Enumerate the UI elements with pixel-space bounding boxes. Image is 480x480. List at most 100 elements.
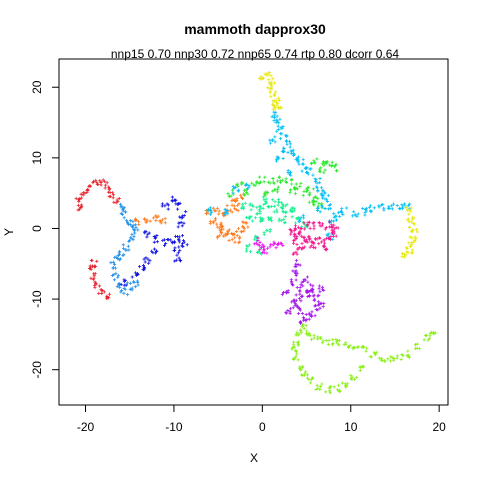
data-point	[89, 271, 97, 282]
series-3	[119, 195, 189, 287]
series-5	[239, 195, 309, 256]
data-point	[150, 247, 159, 255]
data-point	[292, 352, 300, 362]
data-point	[244, 214, 255, 223]
data-point	[116, 249, 126, 257]
data-point	[316, 335, 325, 345]
data-point	[270, 110, 279, 120]
data-point	[271, 185, 280, 194]
data-point	[295, 283, 305, 293]
series-9	[280, 259, 326, 325]
data-point	[367, 204, 376, 214]
data-point	[106, 190, 115, 199]
y-tick-label: 0	[30, 225, 44, 232]
data-point	[160, 202, 171, 211]
data-point	[257, 243, 266, 252]
data-point	[405, 349, 411, 360]
data-point	[76, 203, 84, 212]
data-point	[118, 202, 126, 211]
data-point	[290, 298, 298, 306]
data-point	[250, 180, 259, 188]
data-point	[298, 364, 305, 372]
data-point	[151, 214, 160, 223]
data-point	[407, 220, 417, 230]
data-point	[178, 210, 188, 220]
data-point	[324, 220, 334, 230]
data-point	[266, 82, 274, 91]
data-point	[97, 288, 106, 296]
data-point	[321, 193, 330, 204]
data-point	[128, 223, 138, 230]
series-0	[74, 178, 121, 300]
data-point	[174, 201, 182, 211]
data-point	[124, 219, 135, 226]
data-point	[377, 202, 386, 212]
data-point	[358, 364, 366, 373]
data-point	[342, 341, 352, 350]
data-point	[130, 227, 140, 236]
data-point	[261, 246, 270, 255]
data-point	[290, 345, 298, 354]
data-point	[307, 332, 316, 342]
data-point	[266, 204, 277, 214]
data-point	[317, 166, 327, 175]
data-point	[291, 152, 301, 162]
data-point	[274, 155, 285, 163]
data-point	[305, 185, 315, 193]
data-point	[233, 235, 242, 245]
data-point	[321, 244, 329, 252]
data-point	[286, 148, 296, 155]
data-point	[293, 259, 302, 269]
data-point	[330, 229, 338, 239]
data-point	[103, 181, 112, 191]
data-point	[323, 202, 332, 211]
data-point	[180, 239, 189, 249]
data-point	[176, 220, 186, 229]
series-11	[257, 71, 419, 259]
chart-title: mammoth dapprox30	[184, 21, 326, 37]
data-point	[334, 337, 341, 347]
data-point	[386, 355, 396, 363]
data-point	[395, 352, 405, 362]
data-point	[272, 117, 282, 125]
data-point	[404, 205, 413, 213]
data-point	[271, 197, 281, 207]
data-point	[127, 234, 136, 243]
data-point	[311, 195, 320, 205]
data-point	[296, 305, 304, 316]
series-6	[206, 110, 412, 241]
data-point	[332, 211, 342, 219]
data-point	[293, 215, 301, 225]
data-point	[413, 342, 422, 351]
data-point	[244, 182, 251, 191]
data-point	[294, 330, 304, 337]
data-point	[294, 292, 305, 303]
data-point	[158, 216, 167, 225]
y-tick-label: -20	[30, 361, 44, 379]
data-point	[137, 263, 147, 272]
data-point	[266, 215, 274, 223]
data-point	[257, 175, 267, 186]
x-axis: -20 -10 0 10 20	[77, 404, 446, 434]
data-point	[330, 162, 339, 173]
data-point	[307, 310, 317, 319]
data-point	[280, 146, 286, 154]
data-point	[223, 208, 230, 216]
data-point	[309, 157, 319, 166]
data-point	[340, 381, 350, 389]
data-point	[263, 71, 273, 78]
data-point	[257, 202, 266, 212]
data-point	[297, 213, 306, 224]
x-tick-label: 0	[259, 420, 266, 434]
data-point	[286, 168, 293, 177]
data-point	[360, 345, 369, 353]
data-point	[324, 384, 333, 395]
data-point	[104, 292, 112, 300]
data-point	[215, 230, 224, 240]
data-point	[173, 253, 183, 263]
data-point	[130, 271, 140, 279]
data-point	[93, 280, 102, 290]
data-point	[252, 236, 262, 247]
data-point	[119, 209, 128, 220]
